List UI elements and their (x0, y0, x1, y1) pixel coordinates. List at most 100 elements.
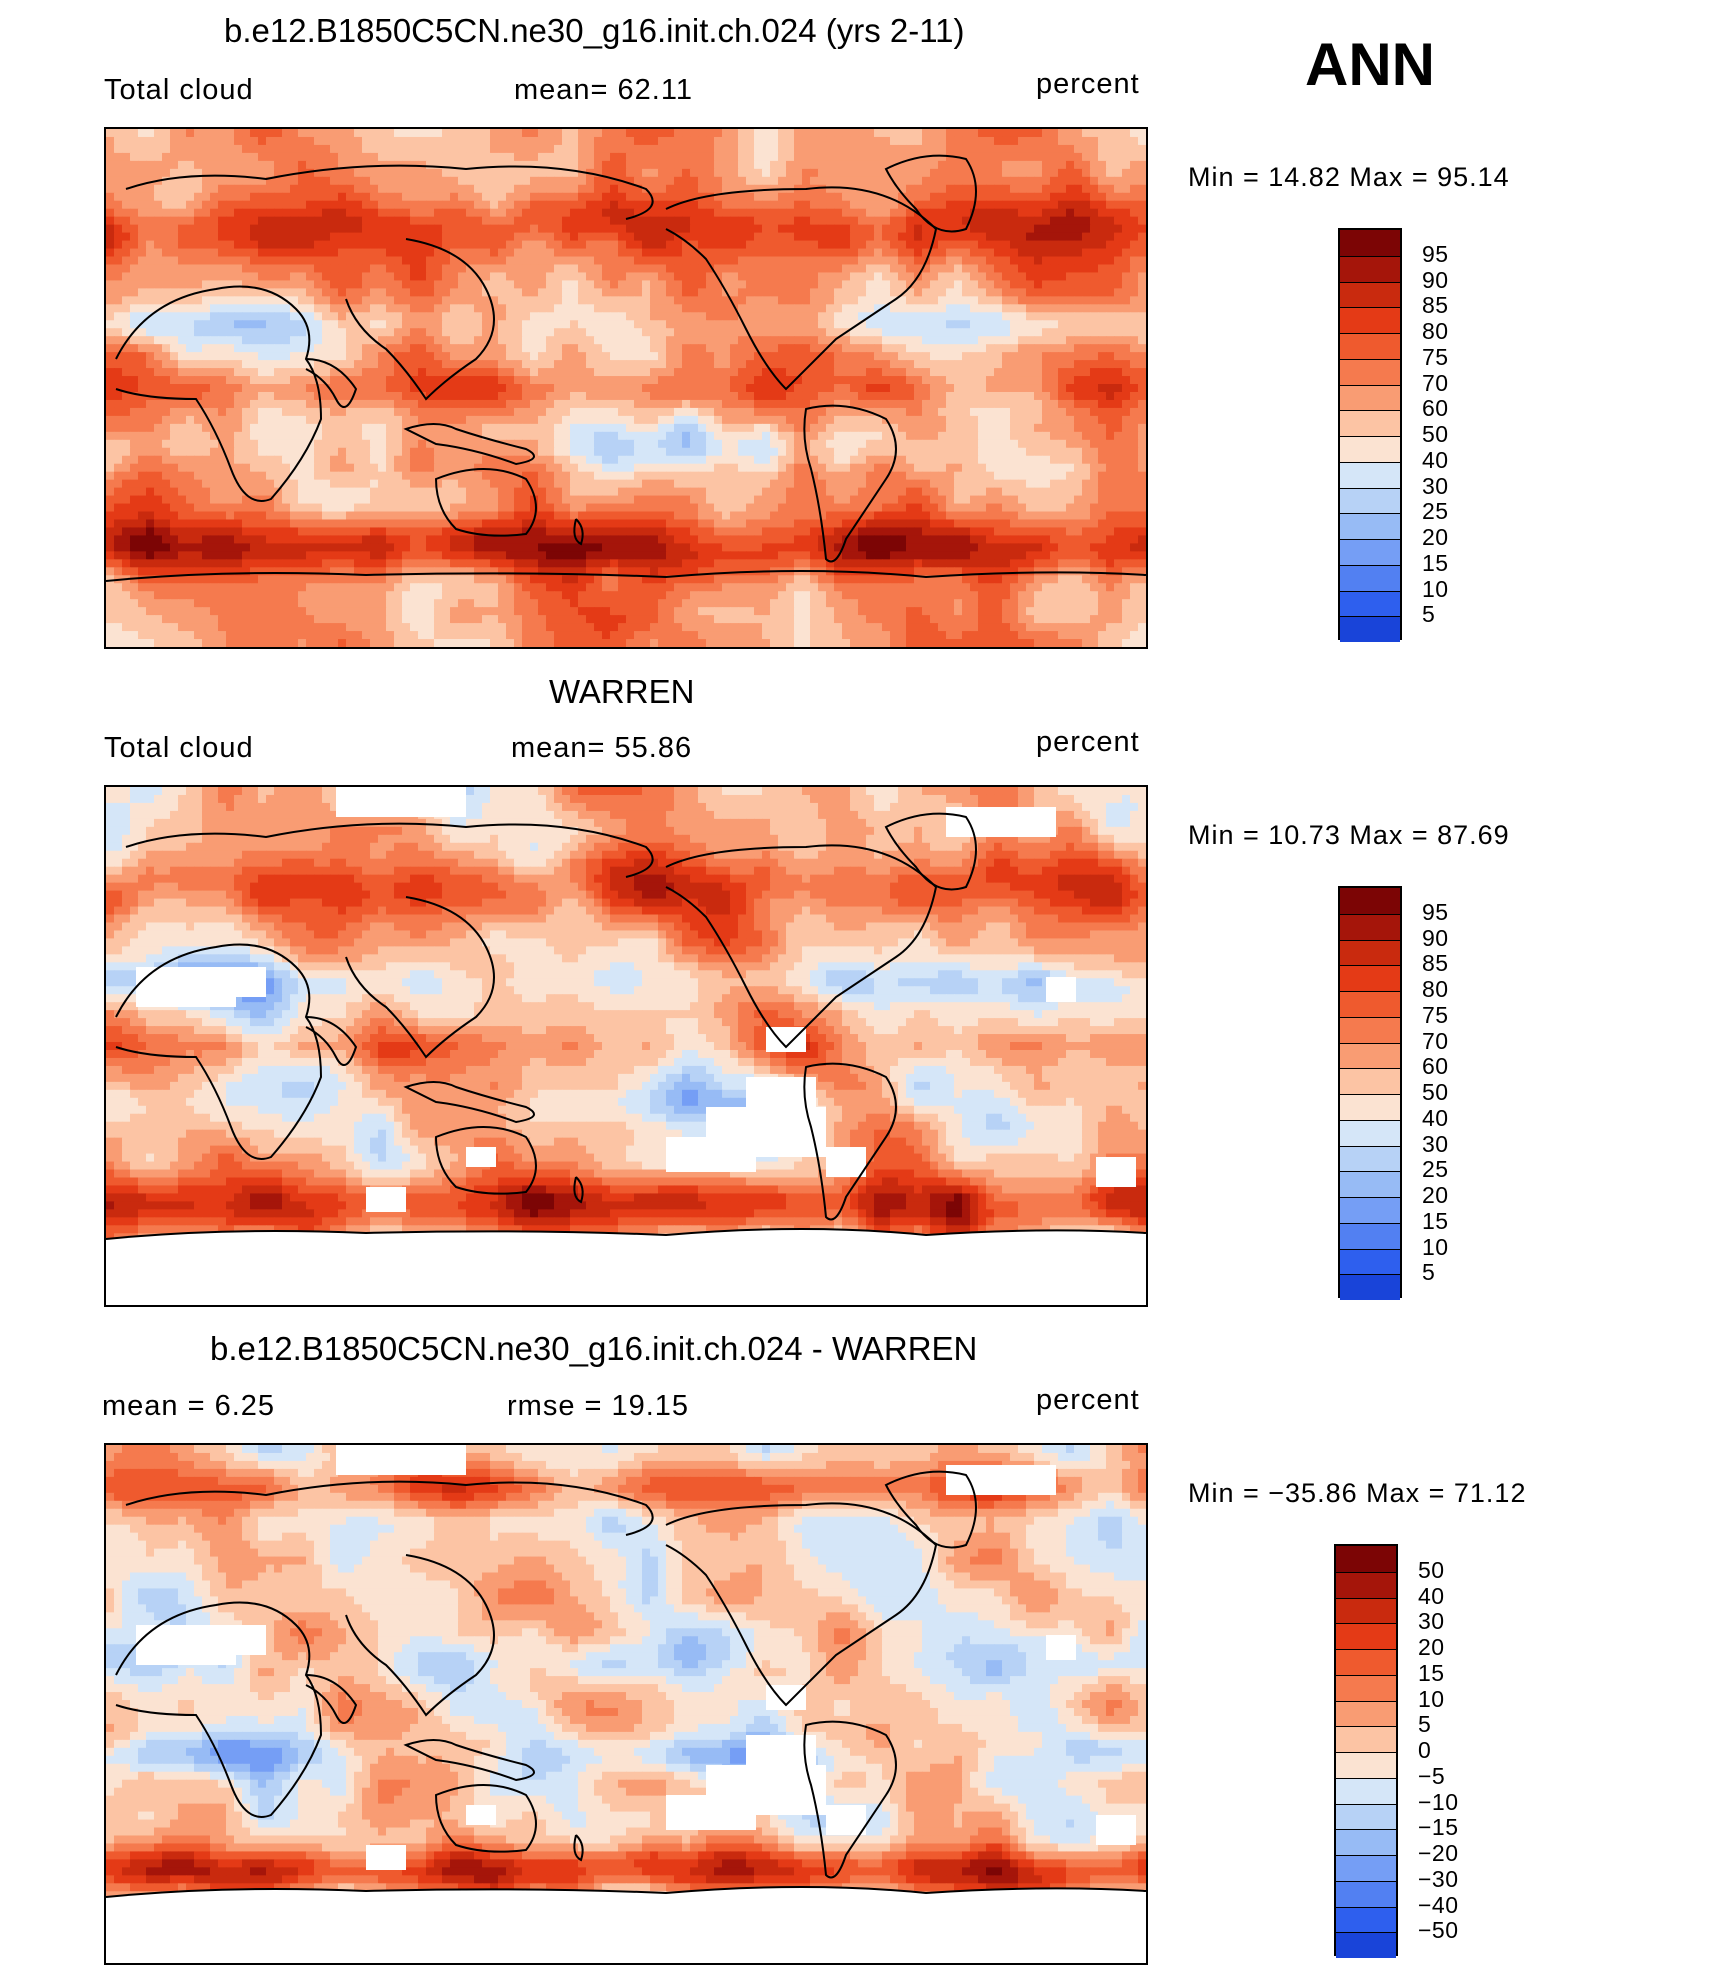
coastline (106, 1886, 1146, 1898)
coastline (434, 1126, 537, 1195)
coastline (403, 1739, 535, 1782)
panel-2-map (104, 785, 1148, 1307)
coastline (115, 1601, 323, 1818)
coastline (106, 570, 1146, 582)
colorbar-tick-label: 30 (1418, 1608, 1445, 1635)
panel-2-minmax: Min = 10.73 Max = 87.69 (1188, 820, 1510, 851)
colorbar-tick-label: −50 (1418, 1917, 1459, 1944)
missing-data-block (946, 807, 1056, 837)
colorbar-tick-label: −20 (1418, 1840, 1459, 1867)
colorbar-tick-label: 95 (1422, 241, 1449, 268)
colorbar-tick-label: 20 (1418, 1634, 1445, 1661)
missing-data-block (366, 1187, 406, 1212)
colorbar-tick-label: 15 (1422, 1208, 1449, 1235)
colorbar-tick-label: 30 (1422, 1131, 1449, 1158)
colorbar-cell (1340, 384, 1400, 411)
colorbar-cell (1336, 1752, 1396, 1778)
missing-data-block (1096, 1157, 1136, 1187)
coastline (345, 896, 495, 1059)
missing-data-block (336, 1445, 466, 1475)
colorbar-tick-label: 0 (1418, 1737, 1431, 1764)
coastline (884, 812, 977, 891)
coastline (884, 1470, 977, 1549)
panel-2-variable-label: Total cloud (104, 732, 254, 765)
colorbar-cell (1336, 1906, 1396, 1933)
missing-data-block (1046, 977, 1076, 1002)
colorbar-cell (1340, 1094, 1400, 1120)
coastline (803, 1720, 897, 1879)
colorbar-cell (1340, 281, 1400, 308)
colorbar-tick-label: 30 (1422, 473, 1449, 500)
missing-data-block (226, 1625, 266, 1655)
colorbar-tick-label: 25 (1422, 498, 1449, 525)
colorbar-cell (1336, 1726, 1396, 1752)
coastline (803, 1062, 897, 1221)
coastline (125, 164, 654, 220)
colorbar-tick-label: 10 (1422, 576, 1449, 603)
panel-3-title: b.e12.B1850C5CN.ne30_g16.init.ch.024 - W… (210, 1330, 977, 1368)
colorbar-cell (1340, 1171, 1400, 1197)
colorbar-tick-label: 20 (1422, 1182, 1449, 1209)
coastline (573, 1176, 584, 1204)
coastline (403, 1081, 535, 1124)
coastline (345, 1554, 495, 1717)
coastline (115, 943, 323, 1160)
colorbar-tick-label: 50 (1422, 421, 1449, 448)
colorbar-cell (1336, 1649, 1396, 1675)
colorbar-tick-label: 10 (1418, 1686, 1445, 1713)
panel-1-map (104, 127, 1148, 649)
colorbar-cell (1340, 539, 1400, 565)
colorbar-tick-label: 95 (1422, 899, 1449, 926)
missing-data-block (366, 1845, 406, 1870)
colorbar-cell (1336, 1777, 1396, 1804)
map-shading (106, 1445, 1146, 1963)
panel-1-title: b.e12.B1850C5CN.ne30_g16.init.ch.024 (yr… (224, 12, 965, 50)
coastlines (106, 812, 1146, 1240)
coastline (803, 404, 897, 563)
colorbar-tick-label: −40 (1418, 1892, 1459, 1919)
missing-data-block (466, 1147, 496, 1167)
colorbar-tick-label: 5 (1422, 1259, 1435, 1286)
colorbar-cell (1340, 888, 1400, 914)
colorbar-tick-label: 20 (1422, 524, 1449, 551)
missing-data-block (136, 967, 236, 1007)
colorbar-tick-label: 90 (1422, 925, 1449, 952)
panel-1-mean-label: mean= 62.11 (514, 74, 693, 107)
colorbar-cell (1336, 1623, 1396, 1649)
missing-data-block (226, 967, 266, 997)
colorbar-tick-label: 80 (1422, 318, 1449, 345)
colorbar-tick-label: −10 (1418, 1789, 1459, 1816)
panel-3-colorbar (1334, 1544, 1398, 1958)
coastline (573, 1834, 584, 1862)
coastline (665, 844, 938, 1049)
colorbar-cell (1336, 1829, 1396, 1855)
colorbar-tick-label: 80 (1422, 976, 1449, 1003)
colorbar-cell (1336, 1674, 1396, 1701)
colorbar-cell (1340, 410, 1400, 436)
colorbar-cell (1340, 590, 1400, 617)
colorbar-tick-label: 5 (1422, 601, 1435, 628)
colorbar-cell (1340, 1119, 1400, 1146)
missing-data-block (136, 1625, 236, 1665)
colorbar-cell (1340, 1068, 1400, 1094)
coastlines (106, 154, 1146, 582)
coastline (665, 1502, 938, 1707)
colorbar-tick-label: 5 (1418, 1711, 1431, 1738)
map-field (106, 787, 1146, 1305)
season-label: ANN (1305, 30, 1435, 99)
colorbar-tick-label: 90 (1422, 267, 1449, 294)
colorbar-cell (1340, 1145, 1400, 1172)
colorbar-cell (1340, 1274, 1400, 1300)
colorbar-cell (1336, 1803, 1396, 1830)
missing-data-block (826, 1805, 866, 1835)
colorbar-cell (1340, 1042, 1400, 1069)
colorbar-cell (1336, 1932, 1396, 1958)
panel-3-minmax: Min = −35.86 Max = 71.12 (1188, 1478, 1526, 1509)
colorbar-cell (1340, 616, 1400, 642)
map-field (106, 129, 1146, 647)
colorbar-tick-label: 25 (1422, 1156, 1449, 1183)
panel-2-colorbar (1338, 886, 1402, 1300)
colorbar-cell (1340, 1222, 1400, 1249)
colorbar-cell (1336, 1597, 1396, 1624)
colorbar-cell (1336, 1546, 1396, 1572)
